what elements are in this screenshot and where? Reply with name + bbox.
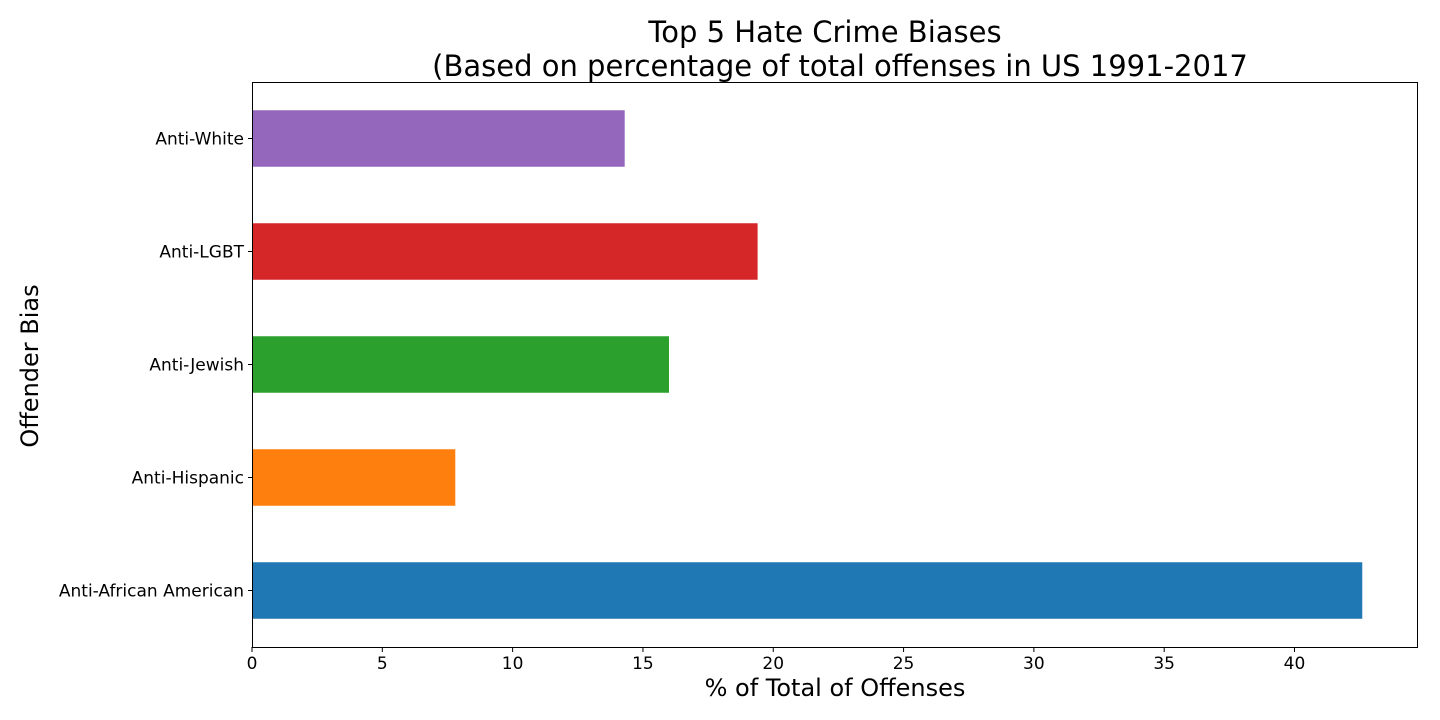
- y-axis-ticks: Anti-African American Anti-Hispanic Anti-J…: [59, 130, 252, 602]
- plot-frame: [252, 82, 1418, 648]
- y-tick-label: Anti-White: [155, 130, 244, 150]
- x-tick-label: 25: [893, 654, 915, 674]
- x-tick-label: 0: [247, 654, 258, 674]
- x-tick-label: 10: [502, 654, 524, 674]
- y-tick-label: Anti-African American: [59, 582, 244, 602]
- x-tick-label: 30: [1023, 654, 1045, 674]
- x-axis-label: % of Total of Offenses: [705, 674, 966, 702]
- x-axis-ticks: 0 5 10 15 20 25 30 35 40: [247, 647, 1306, 674]
- bar-anti-white: [252, 110, 625, 167]
- x-tick-label: 5: [377, 654, 388, 674]
- bar-anti-african-american: [252, 562, 1363, 619]
- chart-title-line-2: (Based on percentage of total offenses i…: [432, 49, 1248, 83]
- y-tick-label: Anti-LGBT: [159, 243, 244, 263]
- x-tick-label: 15: [632, 654, 654, 674]
- chart-title-line-1: Top 5 Hate Crime Biases: [647, 15, 1001, 49]
- x-tick-label: 20: [762, 654, 784, 674]
- bar-anti-hispanic: [252, 449, 456, 506]
- bars-group: [252, 110, 1363, 619]
- bar-anti-lgbt: [252, 223, 758, 280]
- x-tick-label: 35: [1153, 654, 1175, 674]
- bar-anti-jewish: [252, 336, 670, 393]
- x-tick-label: 40: [1284, 654, 1306, 674]
- y-tick-label: Anti-Hispanic: [132, 469, 244, 489]
- y-tick-label: Anti-Jewish: [149, 356, 244, 376]
- y-axis-label: Offender Bias: [16, 284, 44, 447]
